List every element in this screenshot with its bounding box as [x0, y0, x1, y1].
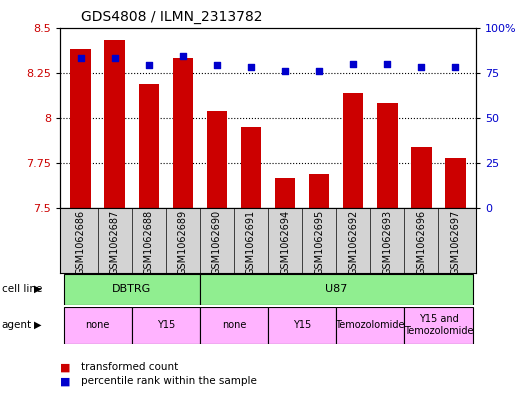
- Text: Y15: Y15: [157, 320, 175, 330]
- Text: GSM1062688: GSM1062688: [144, 210, 154, 275]
- Text: none: none: [85, 320, 110, 330]
- Bar: [105, 40, 125, 208]
- Text: GSM1062692: GSM1062692: [348, 210, 358, 275]
- Text: GSM1062687: GSM1062687: [110, 210, 120, 275]
- Text: GSM1062690: GSM1062690: [212, 210, 222, 275]
- Text: GSM1062686: GSM1062686: [76, 210, 86, 275]
- Point: [213, 62, 221, 69]
- Text: Temozolomide: Temozolomide: [336, 320, 405, 330]
- Bar: [309, 174, 329, 208]
- Text: GDS4808 / ILMN_2313782: GDS4808 / ILMN_2313782: [81, 10, 263, 24]
- Bar: [173, 58, 193, 208]
- Text: agent: agent: [2, 320, 32, 330]
- Bar: [207, 111, 227, 208]
- Bar: [200, 307, 268, 344]
- Bar: [64, 274, 200, 305]
- Text: ▶: ▶: [34, 320, 41, 330]
- Text: ■: ■: [60, 376, 71, 386]
- Point: [349, 61, 357, 67]
- Bar: [343, 93, 363, 208]
- Bar: [64, 307, 132, 344]
- Bar: [268, 307, 336, 344]
- Point: [247, 64, 255, 70]
- Bar: [275, 178, 295, 208]
- Point: [383, 61, 392, 67]
- Text: none: none: [222, 320, 246, 330]
- Text: Y15: Y15: [293, 320, 311, 330]
- Text: ▶: ▶: [34, 284, 41, 294]
- Bar: [404, 307, 472, 344]
- Bar: [200, 274, 472, 305]
- Text: GSM1062695: GSM1062695: [314, 210, 324, 275]
- Bar: [377, 103, 397, 208]
- Text: percentile rank within the sample: percentile rank within the sample: [81, 376, 257, 386]
- Text: Y15 and
Temozolomide: Y15 and Temozolomide: [404, 314, 473, 336]
- Text: GSM1062696: GSM1062696: [416, 210, 426, 275]
- Text: ■: ■: [60, 362, 71, 373]
- Text: GSM1062693: GSM1062693: [382, 210, 392, 275]
- Text: GSM1062694: GSM1062694: [280, 210, 290, 275]
- Bar: [411, 147, 431, 208]
- Text: cell line: cell line: [2, 284, 42, 294]
- Point: [281, 68, 289, 74]
- Point: [315, 68, 323, 74]
- Point: [451, 64, 460, 70]
- Bar: [336, 307, 404, 344]
- Text: GSM1062689: GSM1062689: [178, 210, 188, 275]
- Text: transformed count: transformed count: [81, 362, 178, 373]
- Point: [417, 64, 426, 70]
- Point: [110, 55, 119, 61]
- Point: [179, 53, 187, 60]
- Point: [144, 62, 153, 69]
- Bar: [445, 158, 465, 208]
- Point: [76, 55, 85, 61]
- Bar: [241, 127, 261, 208]
- Bar: [139, 84, 159, 208]
- Text: GSM1062697: GSM1062697: [450, 210, 460, 275]
- Bar: [132, 307, 200, 344]
- Text: GSM1062691: GSM1062691: [246, 210, 256, 275]
- Bar: [71, 49, 91, 208]
- Text: DBTRG: DBTRG: [112, 284, 151, 294]
- Text: U87: U87: [325, 284, 347, 294]
